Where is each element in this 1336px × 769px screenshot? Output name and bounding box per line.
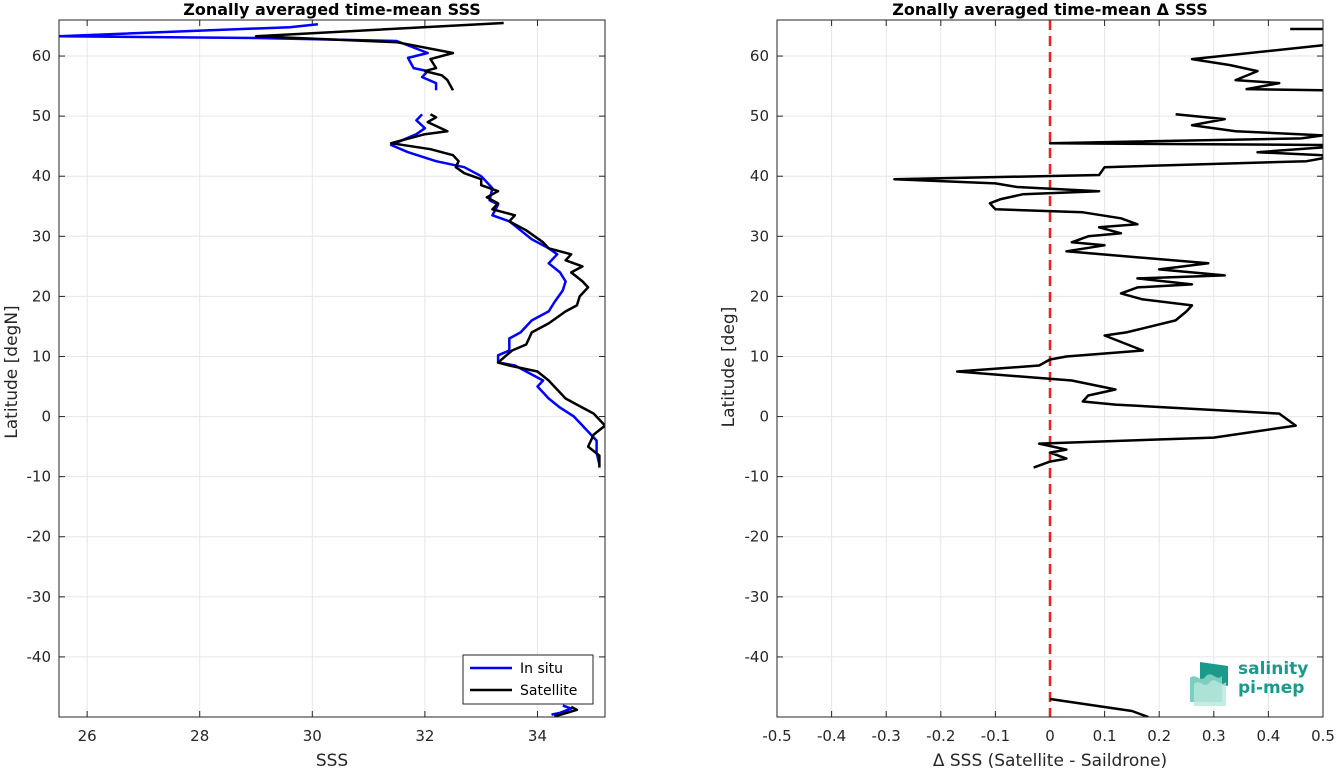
left-chart-title: Zonally averaged time-mean SSS: [183, 0, 481, 19]
x-tick-label: -0.2: [926, 727, 955, 745]
x-tick-label: 0.2: [1147, 727, 1171, 745]
delta-sss-line: [1190, 43, 1323, 92]
satellite-line: [553, 705, 579, 717]
y-tick-label: -20: [27, 528, 52, 546]
legend-box: [462, 654, 594, 705]
y-tick-label: 50: [32, 107, 51, 125]
y-tick-label: -10: [745, 468, 770, 486]
right-chart-xlabel: Δ SSS (Satellite - Saildrone): [933, 751, 1167, 769]
y-tick-label: -40: [745, 648, 770, 666]
delta-sss-line: [893, 113, 1323, 469]
x-tick-label: -0.1: [981, 727, 1010, 745]
y-tick-label: 10: [750, 347, 769, 365]
satellite-line: [389, 113, 605, 468]
salinity-pi-mep-logo: salinity pi-mep: [1186, 658, 1316, 708]
axes-box: [58, 19, 606, 718]
delta-sss-line: [1049, 697, 1149, 717]
y-tick-label: -40: [27, 648, 52, 666]
left-chart: Zonally averaged time-mean SSS SSS Latit…: [2, 0, 606, 769]
left-chart-ylabel: Latitude [degN]: [2, 305, 22, 438]
wave-logo-icon: [1190, 662, 1228, 706]
in-situ-line: [59, 22, 438, 91]
x-tick-label: 0.1: [1093, 727, 1117, 745]
y-tick-label: -10: [27, 468, 52, 486]
x-tick-label: 34: [528, 727, 547, 745]
y-tick-label: 0: [41, 408, 51, 426]
y-tick-label: 30: [750, 227, 769, 245]
in-situ-line: [389, 113, 601, 465]
logo-line-2: pi-mep: [1238, 678, 1305, 698]
y-tick-label: 40: [32, 167, 51, 185]
y-tick-label: -30: [27, 588, 52, 606]
y-tick-label: 10: [32, 347, 51, 365]
x-tick-label: -0.3: [872, 727, 901, 745]
x-tick-label: 28: [190, 727, 209, 745]
y-tick-label: 60: [750, 47, 769, 65]
legend-label-in-situ: In situ: [520, 661, 563, 677]
y-tick-label: 50: [750, 107, 769, 125]
x-tick-label: 26: [78, 727, 97, 745]
right-chart: Zonally averaged time-mean Δ SSS Δ SSS (…: [719, 0, 1335, 769]
axes-box: [776, 19, 1324, 718]
x-tick-label: 0.4: [1256, 727, 1280, 745]
legend: In situ Satellite: [462, 654, 594, 705]
y-tick-label: -20: [745, 528, 770, 546]
y-tick-label: 0: [759, 408, 769, 426]
x-tick-label: -0.4: [817, 727, 846, 745]
in-situ-line: [551, 704, 573, 716]
y-tick-label: 20: [32, 287, 51, 305]
x-tick-label: 0: [1045, 727, 1055, 745]
left-chart-xlabel: SSS: [316, 751, 348, 769]
right-chart-ylabel: Latitude [deg]: [719, 307, 739, 428]
y-tick-label: 60: [32, 47, 51, 65]
y-tick-label: 40: [750, 167, 769, 185]
plot-area: [59, 21, 605, 717]
right-chart-title: Zonally averaged time-mean Δ SSS: [892, 0, 1208, 19]
y-tick-label: 20: [750, 287, 769, 305]
y-tick-label: -30: [745, 588, 770, 606]
satellite-line: [254, 21, 504, 91]
logo-text: salinity pi-mep: [1238, 660, 1308, 698]
x-tick-label: 32: [415, 727, 434, 745]
grid-lines: [59, 20, 605, 717]
plot-area: [893, 20, 1323, 717]
x-tick-label: -0.5: [762, 727, 791, 745]
y-tick-label: 30: [32, 227, 51, 245]
x-tick-label: 30: [303, 727, 322, 745]
legend-label-satellite: Satellite: [520, 683, 577, 699]
x-tick-label: 0.5: [1311, 727, 1335, 745]
x-tick-label: 0.3: [1202, 727, 1226, 745]
logo-line-1: salinity: [1238, 659, 1309, 679]
